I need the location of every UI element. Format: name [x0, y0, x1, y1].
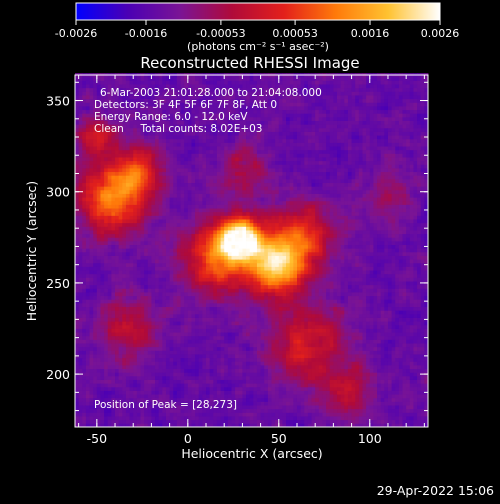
- colorbar-tick-label: -0.0026: [55, 27, 97, 40]
- annotation-energy-range: Energy Range: 6.0 - 12.0 keV: [94, 111, 248, 123]
- x-tick-label: 0: [184, 431, 192, 446]
- y-axis-label: Heliocentric Y (arcsec): [24, 181, 39, 321]
- colorbar-tick-label: 0.0016: [351, 27, 390, 40]
- annotation-detectors: Detectors: 3F 4F 5F 6F 7F 8F, Att 0: [94, 99, 277, 111]
- annotation-clean-total-counts: Clean Total counts: 8.02E+03: [94, 123, 263, 135]
- x-tick-label: 50: [271, 431, 287, 446]
- colorbar-tick-label: 0.00053: [272, 27, 318, 40]
- x-tick-label: -50: [87, 431, 107, 446]
- colorbar: [76, 3, 440, 20]
- peak-position-label: Position of Peak = [28,273]: [94, 399, 237, 411]
- y-tick-label: 200: [46, 367, 70, 382]
- colorbar-units-label: (photons cm⁻² s⁻¹ asec⁻²): [187, 40, 329, 53]
- annotation-time-range: 6-Mar-2003 21:01:28.000 to 21:04:08.000: [100, 87, 322, 99]
- y-tick-label: 350: [46, 94, 70, 109]
- x-tick-label: 100: [358, 431, 382, 446]
- y-tick-label: 300: [46, 185, 70, 200]
- colorbar-tick-label: -0.0016: [125, 27, 167, 40]
- colorbar-tick-label: 0.0026: [421, 27, 460, 40]
- timestamp: 29-Apr-2022 15:06: [377, 483, 494, 498]
- colorbar-tick-label: -0.00053: [196, 27, 245, 40]
- y-tick-label: 250: [46, 276, 70, 291]
- x-axis-label: Heliocentric X (arcsec): [181, 446, 322, 461]
- chart-title: Reconstructed RHESSI Image: [140, 54, 359, 72]
